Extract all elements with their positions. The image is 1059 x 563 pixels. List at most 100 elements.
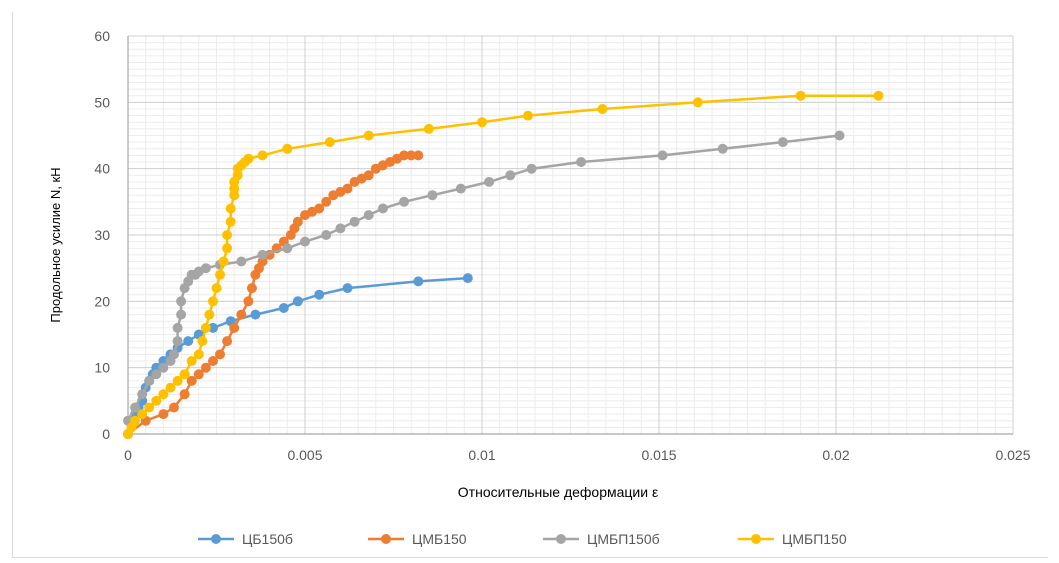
data-point: [657, 150, 668, 161]
data-point: [717, 143, 728, 154]
data-point: [229, 322, 240, 333]
data-point: [208, 356, 218, 366]
x-tick-label: 0.02: [822, 447, 849, 463]
y-tick-label: 0: [102, 426, 110, 442]
data-point: [183, 336, 194, 347]
x-tick-label: 0.005: [287, 447, 322, 463]
data-point: [208, 322, 218, 333]
data-point: [236, 256, 247, 267]
data-point: [211, 283, 222, 294]
data-point: [176, 309, 187, 320]
x-tick-label: 0.01: [468, 447, 495, 463]
data-point: [186, 375, 197, 386]
y-tick-label: 20: [94, 293, 110, 309]
data-point: [215, 349, 225, 360]
data-point: [186, 356, 197, 366]
data-point: [282, 143, 293, 154]
data-point: [246, 283, 257, 294]
legend-label: ЦМБП150б: [587, 531, 660, 547]
data-point: [151, 395, 162, 406]
data-point: [406, 150, 417, 161]
legend-swatch-marker: [381, 534, 391, 544]
legend-label: ЦМБП150: [782, 531, 847, 547]
data-point: [208, 296, 218, 307]
data-point: [193, 369, 204, 380]
legend-item: ЦБ150б: [198, 531, 293, 547]
data-point: [158, 362, 169, 373]
data-point: [257, 249, 268, 260]
data-point: [597, 104, 608, 114]
data-point: [144, 375, 155, 386]
data-point: [576, 157, 587, 167]
data-point: [197, 336, 208, 347]
chart: 0 0.005 0.01 0.015 0.02 0.025 0 10 20 30 40 50 60 Пр…: [48, 28, 1031, 547]
data-point: [314, 289, 325, 300]
y-tick-label: 60: [94, 28, 110, 44]
data-point: [193, 349, 204, 360]
data-point: [399, 150, 410, 161]
data-point: [363, 210, 374, 221]
data-point: [314, 203, 325, 214]
data-point: [222, 230, 233, 240]
data-point: [137, 389, 148, 400]
data-point: [692, 97, 703, 108]
data-point: [257, 150, 268, 161]
data-point: [455, 183, 466, 194]
data-point: [321, 196, 332, 207]
data-point: [176, 296, 187, 307]
tick-labels: 0 0.005 0.01 0.015 0.02 0.025 0 10 20 30 40 50 60: [94, 28, 1030, 463]
chart-frame: 0 0.005 0.01 0.015 0.02 0.025 0 10 20 30 40 50 60 Пр…: [12, 12, 1048, 558]
data-point: [225, 203, 236, 214]
data-point: [222, 243, 233, 254]
data-point: [172, 322, 183, 333]
data-point: [777, 137, 788, 148]
data-point: [243, 153, 254, 164]
x-tick-label: 0.015: [641, 447, 676, 463]
data-point: [130, 415, 141, 426]
data-point: [349, 216, 360, 227]
data-point: [462, 273, 473, 284]
data-point: [243, 296, 254, 307]
data-point: [200, 362, 211, 373]
y-tick-label: 50: [94, 94, 110, 110]
data-point: [172, 336, 183, 347]
series-2: [123, 150, 424, 439]
data-point: [278, 303, 289, 313]
data-point: [144, 402, 155, 413]
data-point: [165, 382, 176, 393]
data-point: [169, 402, 179, 413]
data-point: [218, 256, 229, 267]
data-point: [236, 309, 247, 320]
data-point: [215, 269, 225, 280]
series-4: [123, 90, 884, 439]
legend-swatch-marker: [211, 534, 221, 544]
data-point: [179, 369, 190, 380]
data-point: [795, 90, 806, 101]
data-point: [324, 137, 335, 148]
axes: [127, 36, 1013, 435]
data-point: [158, 389, 169, 400]
data-point: [225, 216, 236, 227]
x-tick-label: 0.025: [995, 447, 1030, 463]
data-point: [158, 409, 169, 420]
data-point: [292, 216, 303, 227]
data-point: [399, 196, 410, 207]
data-point: [377, 203, 388, 214]
data-point: [523, 110, 533, 121]
series-3: [123, 130, 845, 426]
data-point: [250, 309, 261, 320]
data-point: [222, 336, 233, 347]
y-tick-label: 40: [94, 161, 110, 177]
data-point: [200, 322, 211, 333]
data-point: [292, 296, 303, 307]
y-axis-label: Продольное усилие N, кН: [48, 167, 63, 322]
data-point: [200, 263, 211, 274]
data-point: [335, 223, 346, 234]
data-point: [169, 349, 179, 360]
data-point: [151, 369, 162, 380]
data-point: [204, 309, 215, 320]
legend-label: ЦБ150б: [242, 531, 293, 547]
x-axis-label: Относительные деформации ε: [458, 484, 658, 500]
legend-label: ЦМБ150: [412, 531, 467, 547]
legend-swatch-marker: [751, 534, 761, 544]
